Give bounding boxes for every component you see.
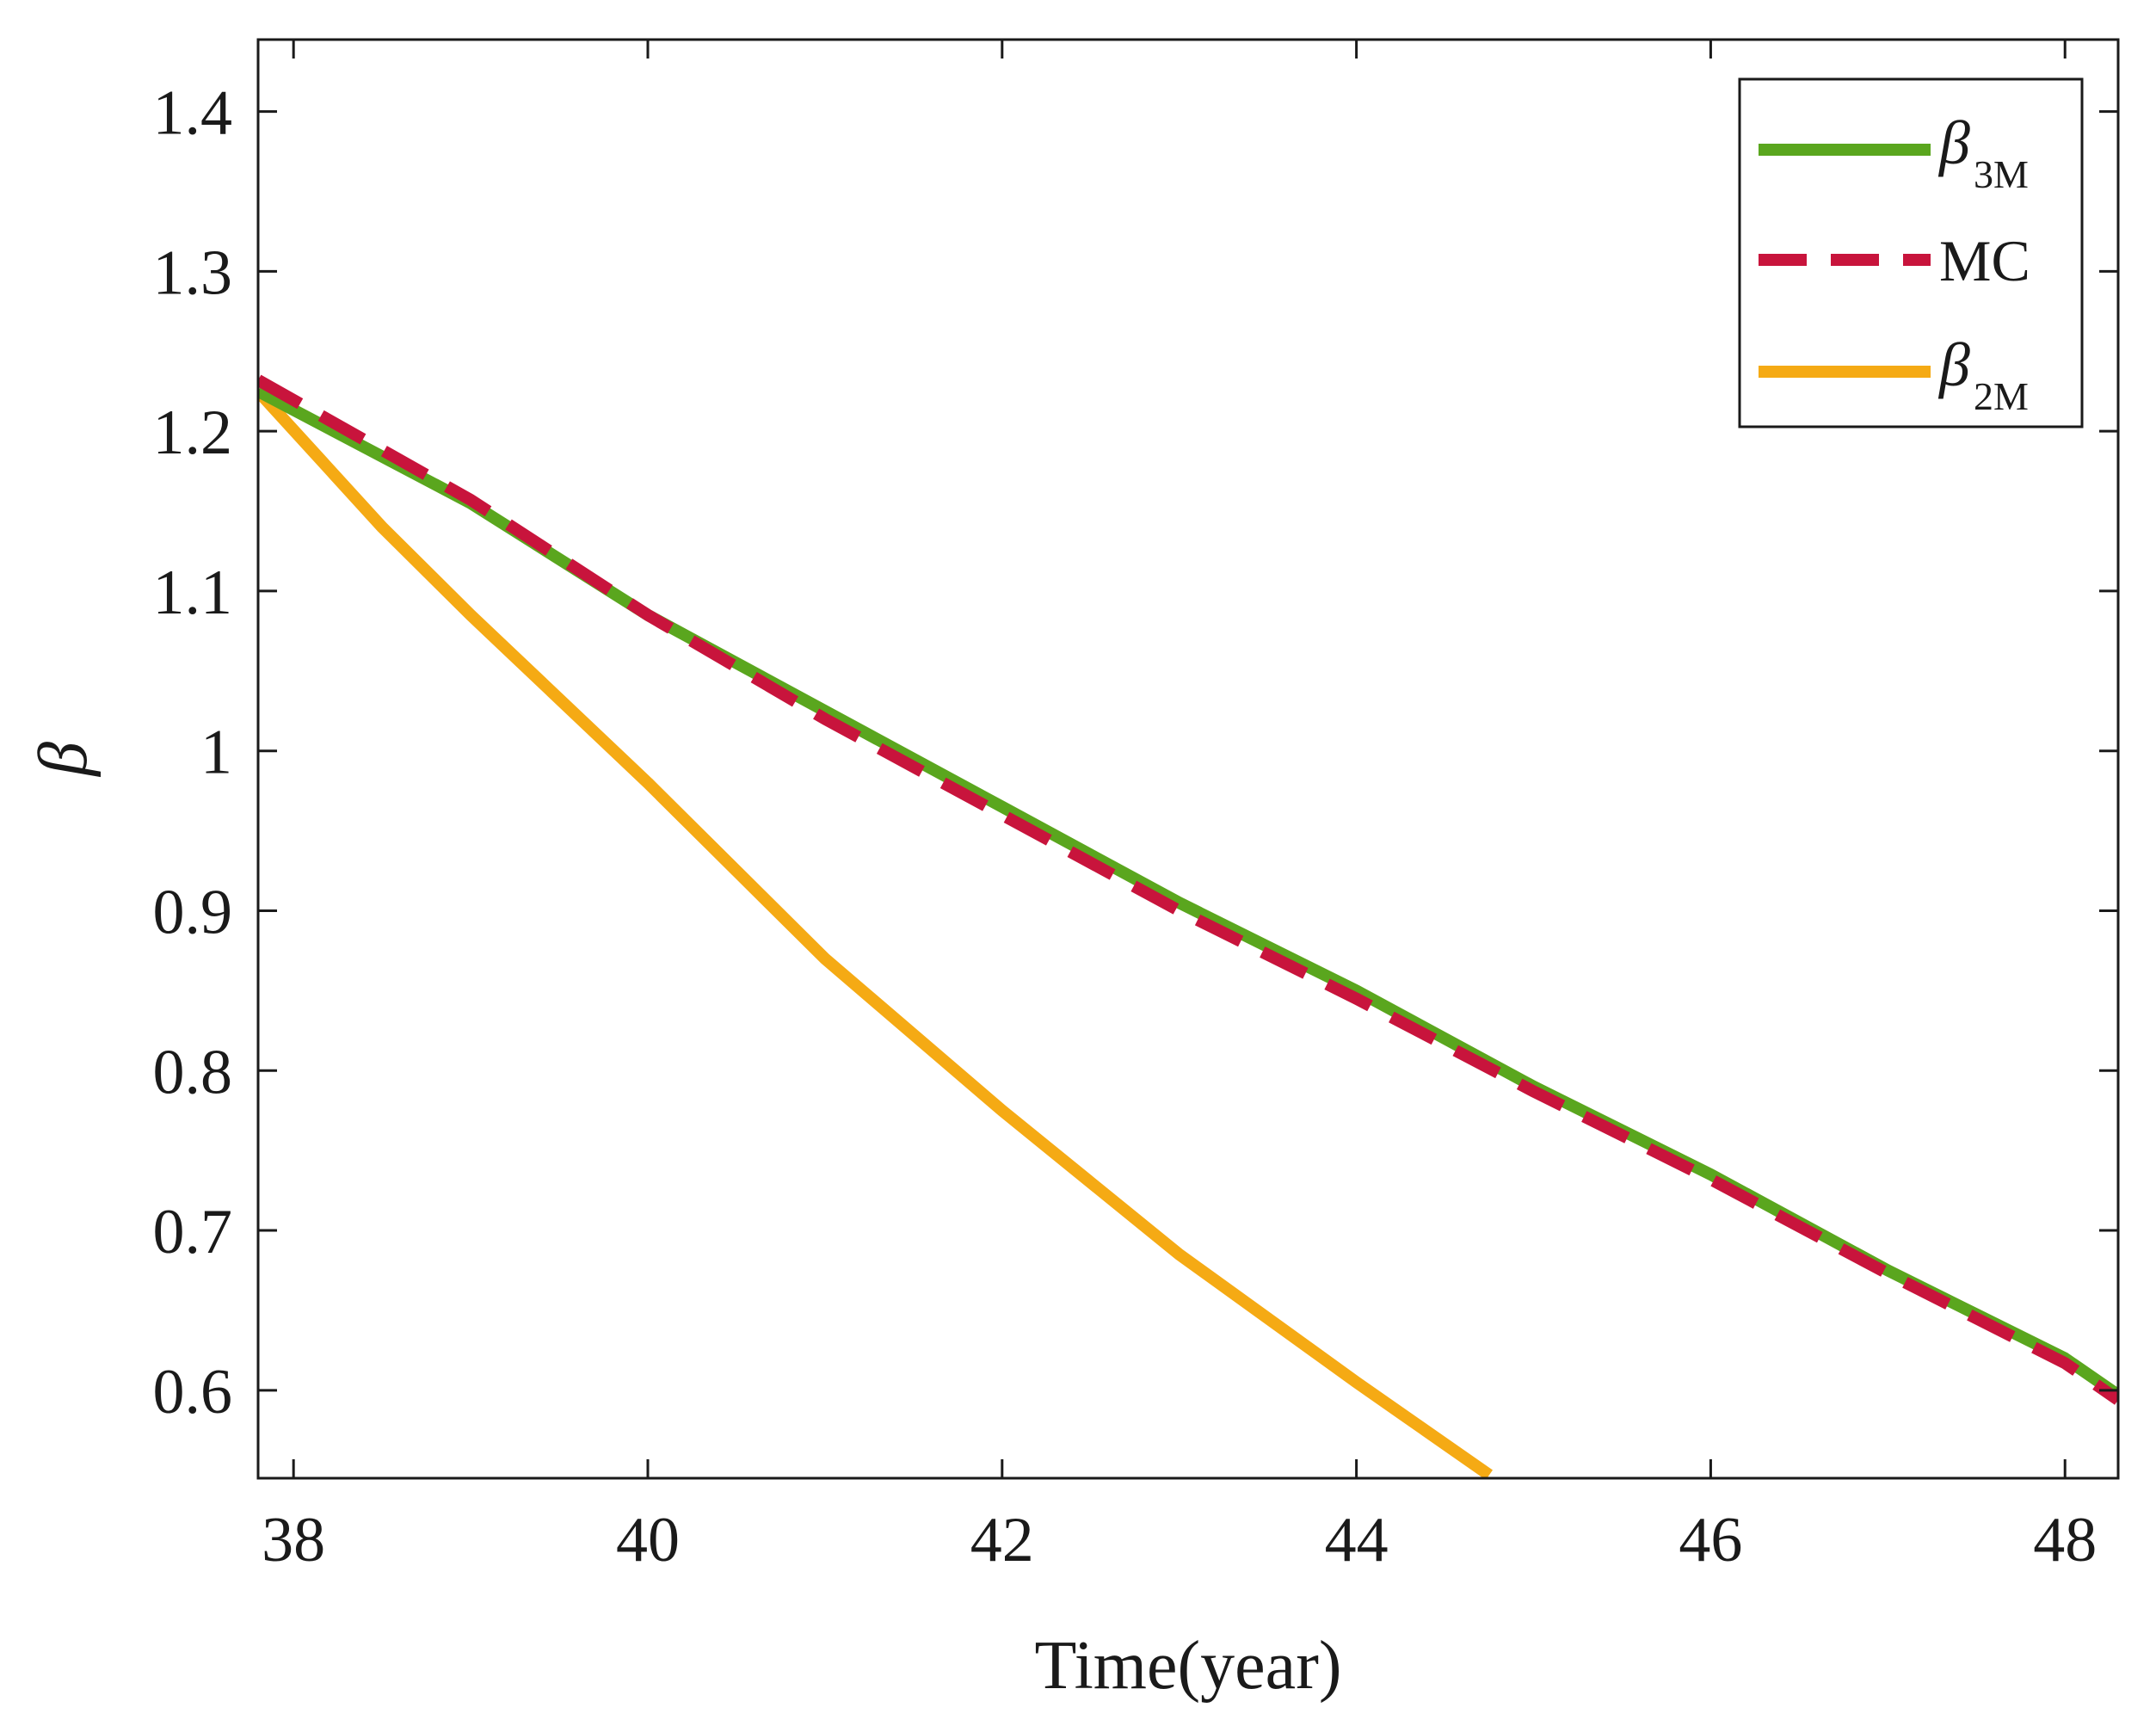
legend-entry-β2m: β 2M (1759, 330, 2029, 418)
x-tick-label: 46 (1679, 1505, 1742, 1575)
y-tick-label: 0.9 (153, 877, 233, 947)
tick-labels: 38 40 42 44 46 48 0.6 0.7 0.8 0.9 1 1.1 1.2 1.3 1.4 (153, 78, 2097, 1575)
legend-label: β (1937, 108, 1970, 177)
axis-ticks (258, 40, 2118, 1478)
x-tick-label: 44 (1325, 1505, 1389, 1575)
legend-label: MC (1939, 228, 2030, 293)
series-line-mc (258, 374, 2118, 1405)
legend-label-subscript: 2M (1974, 374, 2029, 418)
y-tick-label: 1.1 (153, 558, 233, 628)
axes-box (256, 38, 2120, 1480)
legend-entry-mc: MC (1759, 228, 2030, 293)
x-tick-label: 38 (262, 1505, 325, 1575)
y-axis-label: β (26, 742, 102, 778)
y-tick-label: 0.6 (153, 1357, 233, 1427)
y-tick-label: 0.8 (153, 1037, 233, 1107)
x-tick-label: 48 (2033, 1505, 2097, 1575)
x-tick-label: 42 (970, 1505, 1034, 1575)
plot-area (258, 374, 2118, 1478)
legend-label-subscript: 3M (1974, 152, 2029, 196)
series-line-β2m (258, 386, 1494, 1478)
y-tick-label: 1 (200, 718, 232, 788)
y-tick-label: 1.2 (153, 398, 233, 468)
legend-label: β (1937, 330, 1970, 399)
y-tick-label: 0.7 (153, 1197, 233, 1267)
y-tick-label: 1.4 (153, 78, 233, 149)
x-axis-label: Time(year) (1035, 1628, 1342, 1704)
legend-entry-β3m: β 3M (1759, 108, 2029, 196)
x-tick-label: 40 (616, 1505, 680, 1575)
y-tick-label: 1.3 (153, 237, 233, 308)
